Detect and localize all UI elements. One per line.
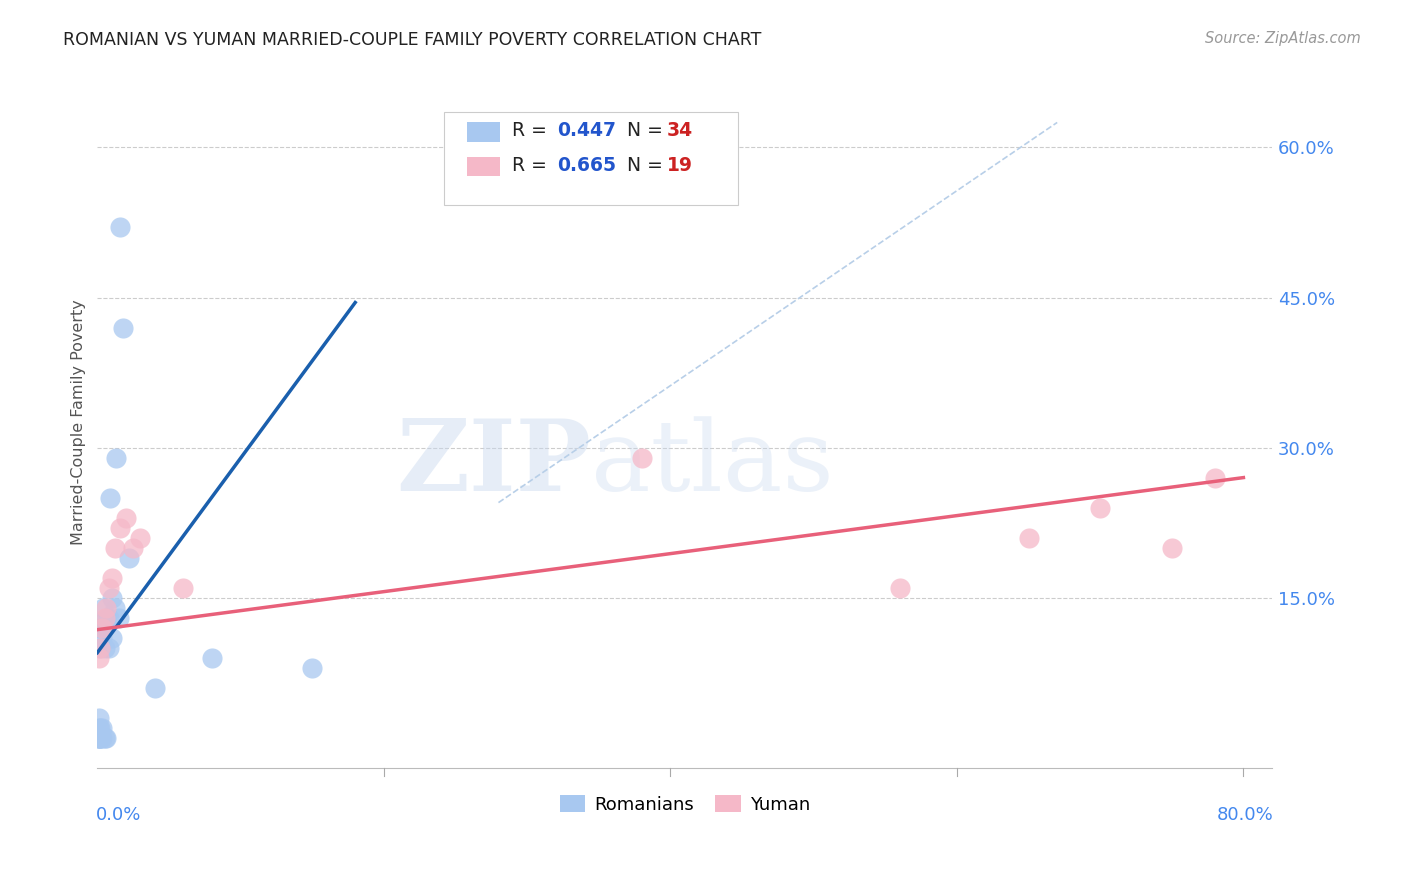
Text: R =: R =: [512, 121, 553, 140]
Point: [97, 610, 120, 624]
Point: [104, 450, 127, 465]
Text: 0.447: 0.447: [557, 121, 616, 140]
Text: R =: R =: [512, 155, 553, 175]
Point: [98, 491, 121, 505]
Point: [301, 661, 323, 675]
Point: [103, 600, 125, 615]
Point: [108, 610, 131, 624]
Text: 19: 19: [666, 155, 693, 175]
Point: [889, 581, 911, 595]
Point: [112, 320, 135, 334]
Text: ZIP: ZIP: [396, 416, 591, 513]
Y-axis label: Married-Couple Family Poverty: Married-Couple Family Poverty: [72, 300, 86, 545]
Point: [89, 731, 111, 745]
Point: [172, 581, 194, 595]
Point: [90, 731, 112, 745]
Point: [96, 610, 118, 624]
Point: [118, 550, 141, 565]
Point: [1088, 500, 1111, 515]
Text: atlas: atlas: [591, 416, 834, 512]
FancyBboxPatch shape: [467, 122, 501, 142]
Point: [93, 610, 115, 624]
Point: [201, 650, 224, 665]
FancyBboxPatch shape: [444, 112, 738, 205]
Point: [87, 731, 110, 745]
Point: [91, 600, 114, 615]
Point: [100, 591, 122, 605]
Point: [87, 731, 110, 745]
Text: 0.665: 0.665: [557, 155, 616, 175]
Point: [94, 610, 117, 624]
Point: [630, 450, 652, 465]
Point: [94, 600, 117, 615]
Point: [89, 640, 111, 655]
Text: 0.0%: 0.0%: [96, 805, 142, 823]
Text: Source: ZipAtlas.com: Source: ZipAtlas.com: [1205, 31, 1361, 46]
Point: [100, 571, 122, 585]
Point: [87, 731, 110, 745]
Point: [97, 640, 120, 655]
Point: [89, 731, 111, 745]
Text: N =: N =: [616, 121, 669, 140]
Point: [110, 520, 132, 534]
Point: [90, 721, 112, 735]
Point: [87, 711, 110, 725]
Point: [93, 731, 115, 745]
Text: 80.0%: 80.0%: [1216, 805, 1274, 823]
Point: [129, 531, 152, 545]
Point: [110, 220, 132, 235]
Point: [90, 621, 112, 635]
Point: [97, 581, 120, 595]
Legend: Romanians, Yuman: Romanians, Yuman: [553, 788, 817, 821]
Point: [1160, 541, 1182, 555]
Point: [94, 731, 117, 745]
Text: 34: 34: [666, 121, 693, 140]
FancyBboxPatch shape: [467, 157, 501, 176]
Point: [93, 640, 115, 655]
Text: ROMANIAN VS YUMAN MARRIED-COUPLE FAMILY POVERTY CORRELATION CHART: ROMANIAN VS YUMAN MARRIED-COUPLE FAMILY …: [63, 31, 762, 49]
Point: [89, 640, 111, 655]
Point: [1018, 531, 1040, 545]
Point: [103, 541, 125, 555]
Point: [87, 650, 110, 665]
Point: [1204, 470, 1226, 484]
Point: [89, 621, 111, 635]
Point: [89, 721, 111, 735]
Point: [90, 631, 112, 645]
Point: [100, 631, 122, 645]
Point: [87, 721, 110, 735]
Point: [122, 541, 145, 555]
Point: [115, 510, 138, 524]
Point: [143, 681, 166, 695]
Point: [91, 621, 114, 635]
Text: N =: N =: [616, 155, 669, 175]
